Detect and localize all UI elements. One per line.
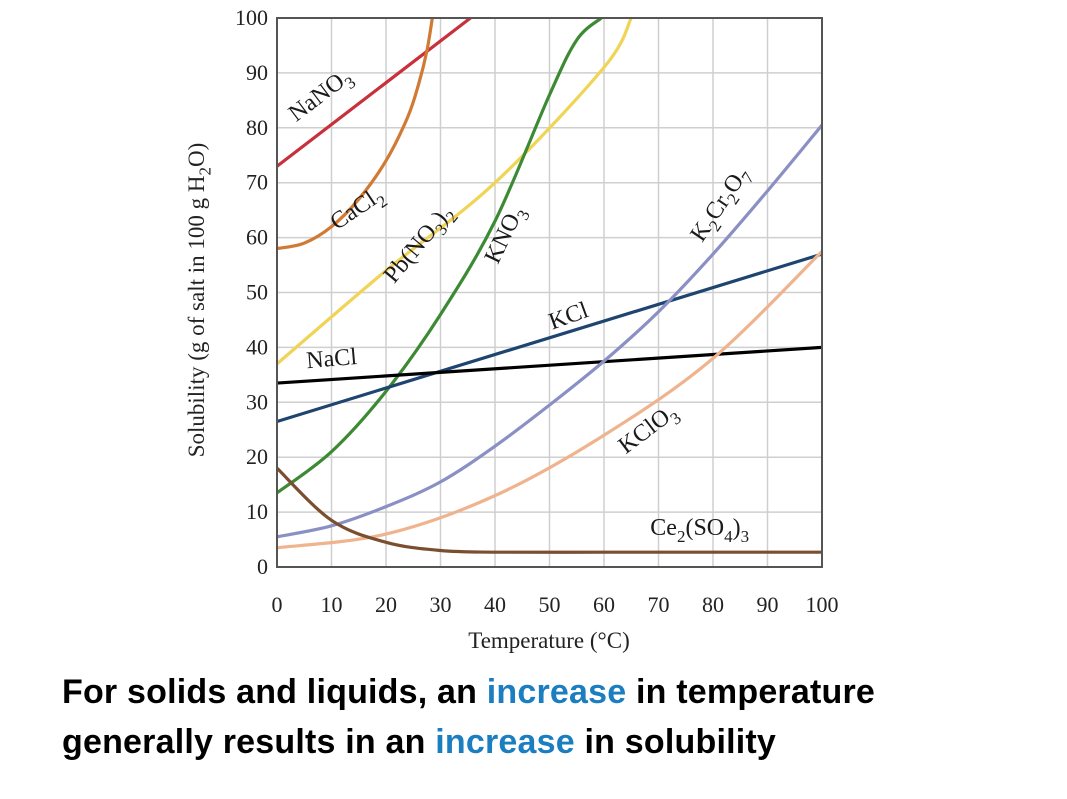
series-label-pb-no3-2: Pb(NO3)2 [379,200,462,291]
y-tick-label-80: 80 [246,115,268,140]
x-tick-label-60: 60 [593,592,615,617]
series-label-nacl: NaCl [305,344,358,374]
series-line-kcl [277,252,822,424]
series-label-kcl: KCl [545,297,592,335]
axis-ticks: 0 10 20 30 40 50 60 70 80 90 100 0 10 20 30 40 50 60 70 80 9… [235,5,839,617]
series-lines [277,17,822,554]
caption-line-2-end: in solubility [574,723,777,761]
x-tick-label-0: 0 [272,592,283,617]
caption-line-1-start: For solids and liquids, an [62,673,487,711]
x-tick-label-10: 10 [321,592,343,617]
y-tick-label-20: 20 [246,444,268,469]
plot-frame [276,17,823,568]
series-line-kclo3 [277,249,822,550]
y-tick-label-100: 100 [235,5,268,30]
y-tick-label-50: 50 [246,280,268,305]
series-line-ce2-so4-3 [277,466,822,554]
caption-line-2: generally results in an increase in solu… [62,723,776,762]
x-tick-label-100: 100 [806,592,839,617]
y-tick-label-90: 90 [246,60,268,85]
y-tick-label-10: 10 [246,499,268,524]
caption-line-2-start: generally results in an [62,723,436,761]
y-tick-label-70: 70 [246,170,268,195]
x-tick-label-90: 90 [757,592,779,617]
caption-line-2-highlight: increase [435,723,575,761]
solubility-chart: 0 10 20 30 40 50 60 70 80 90 100 0 10 20 30 40 50 60 70 80 9… [184,5,839,653]
y-tick-label-60: 60 [246,225,268,250]
series-line-nano3 [277,17,473,168]
caption-line-1-highlight: increase [486,673,627,711]
series-label-kclo3: KClO3 [614,399,685,463]
series-label-k2cr2o7: K2Cr2O7 [686,162,759,249]
series-line-kno3 [277,17,603,495]
series-label-cacl2: CaCl2 [326,182,391,240]
y-tick-label-0: 0 [257,554,268,579]
x-axis-label: Temperature (°C) [468,628,629,653]
caption-line-1: For solids and liquids, an increase in t… [62,673,875,712]
x-tick-label-20: 20 [375,592,397,617]
series-line-pb-no3-2 [277,17,633,366]
x-tick-label-70: 70 [648,592,670,617]
series-line-k2cr2o7 [277,123,822,539]
series-label-ce2-so4-3: Ce2(SO4)3 [650,515,749,546]
y-tick-label-40: 40 [246,334,268,359]
x-tick-label-50: 50 [539,592,561,617]
y-tick-label-30: 30 [246,389,268,414]
x-tick-label-30: 30 [430,592,452,617]
series-line-cacl2 [277,17,434,251]
x-tick-label-40: 40 [484,592,506,617]
caption-line-1-end: in temperature [626,673,875,711]
x-tick-label-80: 80 [702,592,724,617]
y-axis-label: Solubility (g of salt in 100 g H2O) [184,143,214,458]
series-line-nacl [277,345,822,385]
